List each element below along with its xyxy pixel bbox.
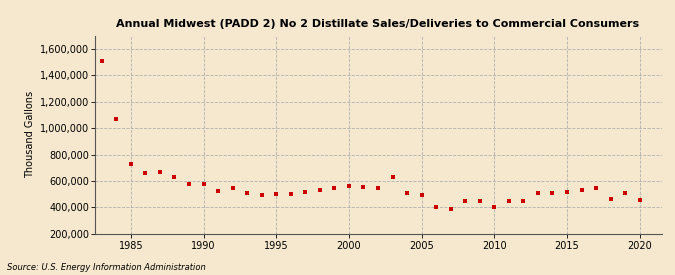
Point xyxy=(198,182,209,186)
Point xyxy=(111,117,122,121)
Point xyxy=(605,197,616,201)
Point xyxy=(126,162,136,166)
Point xyxy=(446,207,456,211)
Point xyxy=(169,175,180,179)
Point xyxy=(242,191,252,195)
Point xyxy=(140,171,151,175)
Point xyxy=(634,198,645,202)
Point xyxy=(315,188,325,192)
Point xyxy=(402,191,412,195)
Point xyxy=(184,182,194,186)
Point xyxy=(416,193,427,198)
Point xyxy=(344,184,354,188)
Point xyxy=(533,191,543,195)
Point xyxy=(387,175,398,179)
Point xyxy=(489,205,500,209)
Point xyxy=(591,185,601,190)
Point xyxy=(576,187,587,192)
Point xyxy=(460,199,470,203)
Point xyxy=(373,186,383,190)
Point xyxy=(562,189,572,194)
Point xyxy=(620,191,630,195)
Point xyxy=(155,169,165,174)
Point xyxy=(329,186,340,190)
Point xyxy=(213,189,223,193)
Point xyxy=(431,205,441,209)
Text: Source: U.S. Energy Information Administration: Source: U.S. Energy Information Administ… xyxy=(7,263,205,272)
Point xyxy=(286,192,296,196)
Title: Annual Midwest (PADD 2) No 2 Distillate Sales/Deliveries to Commercial Consumers: Annual Midwest (PADD 2) No 2 Distillate … xyxy=(116,20,639,29)
Point xyxy=(358,185,369,189)
Point xyxy=(256,193,267,198)
Y-axis label: Thousand Gallons: Thousand Gallons xyxy=(26,91,36,178)
Point xyxy=(475,199,485,203)
Point xyxy=(271,192,281,196)
Point xyxy=(504,199,514,204)
Point xyxy=(547,191,558,195)
Point xyxy=(97,59,107,63)
Point xyxy=(300,189,310,194)
Point xyxy=(518,199,529,203)
Point xyxy=(227,185,238,190)
